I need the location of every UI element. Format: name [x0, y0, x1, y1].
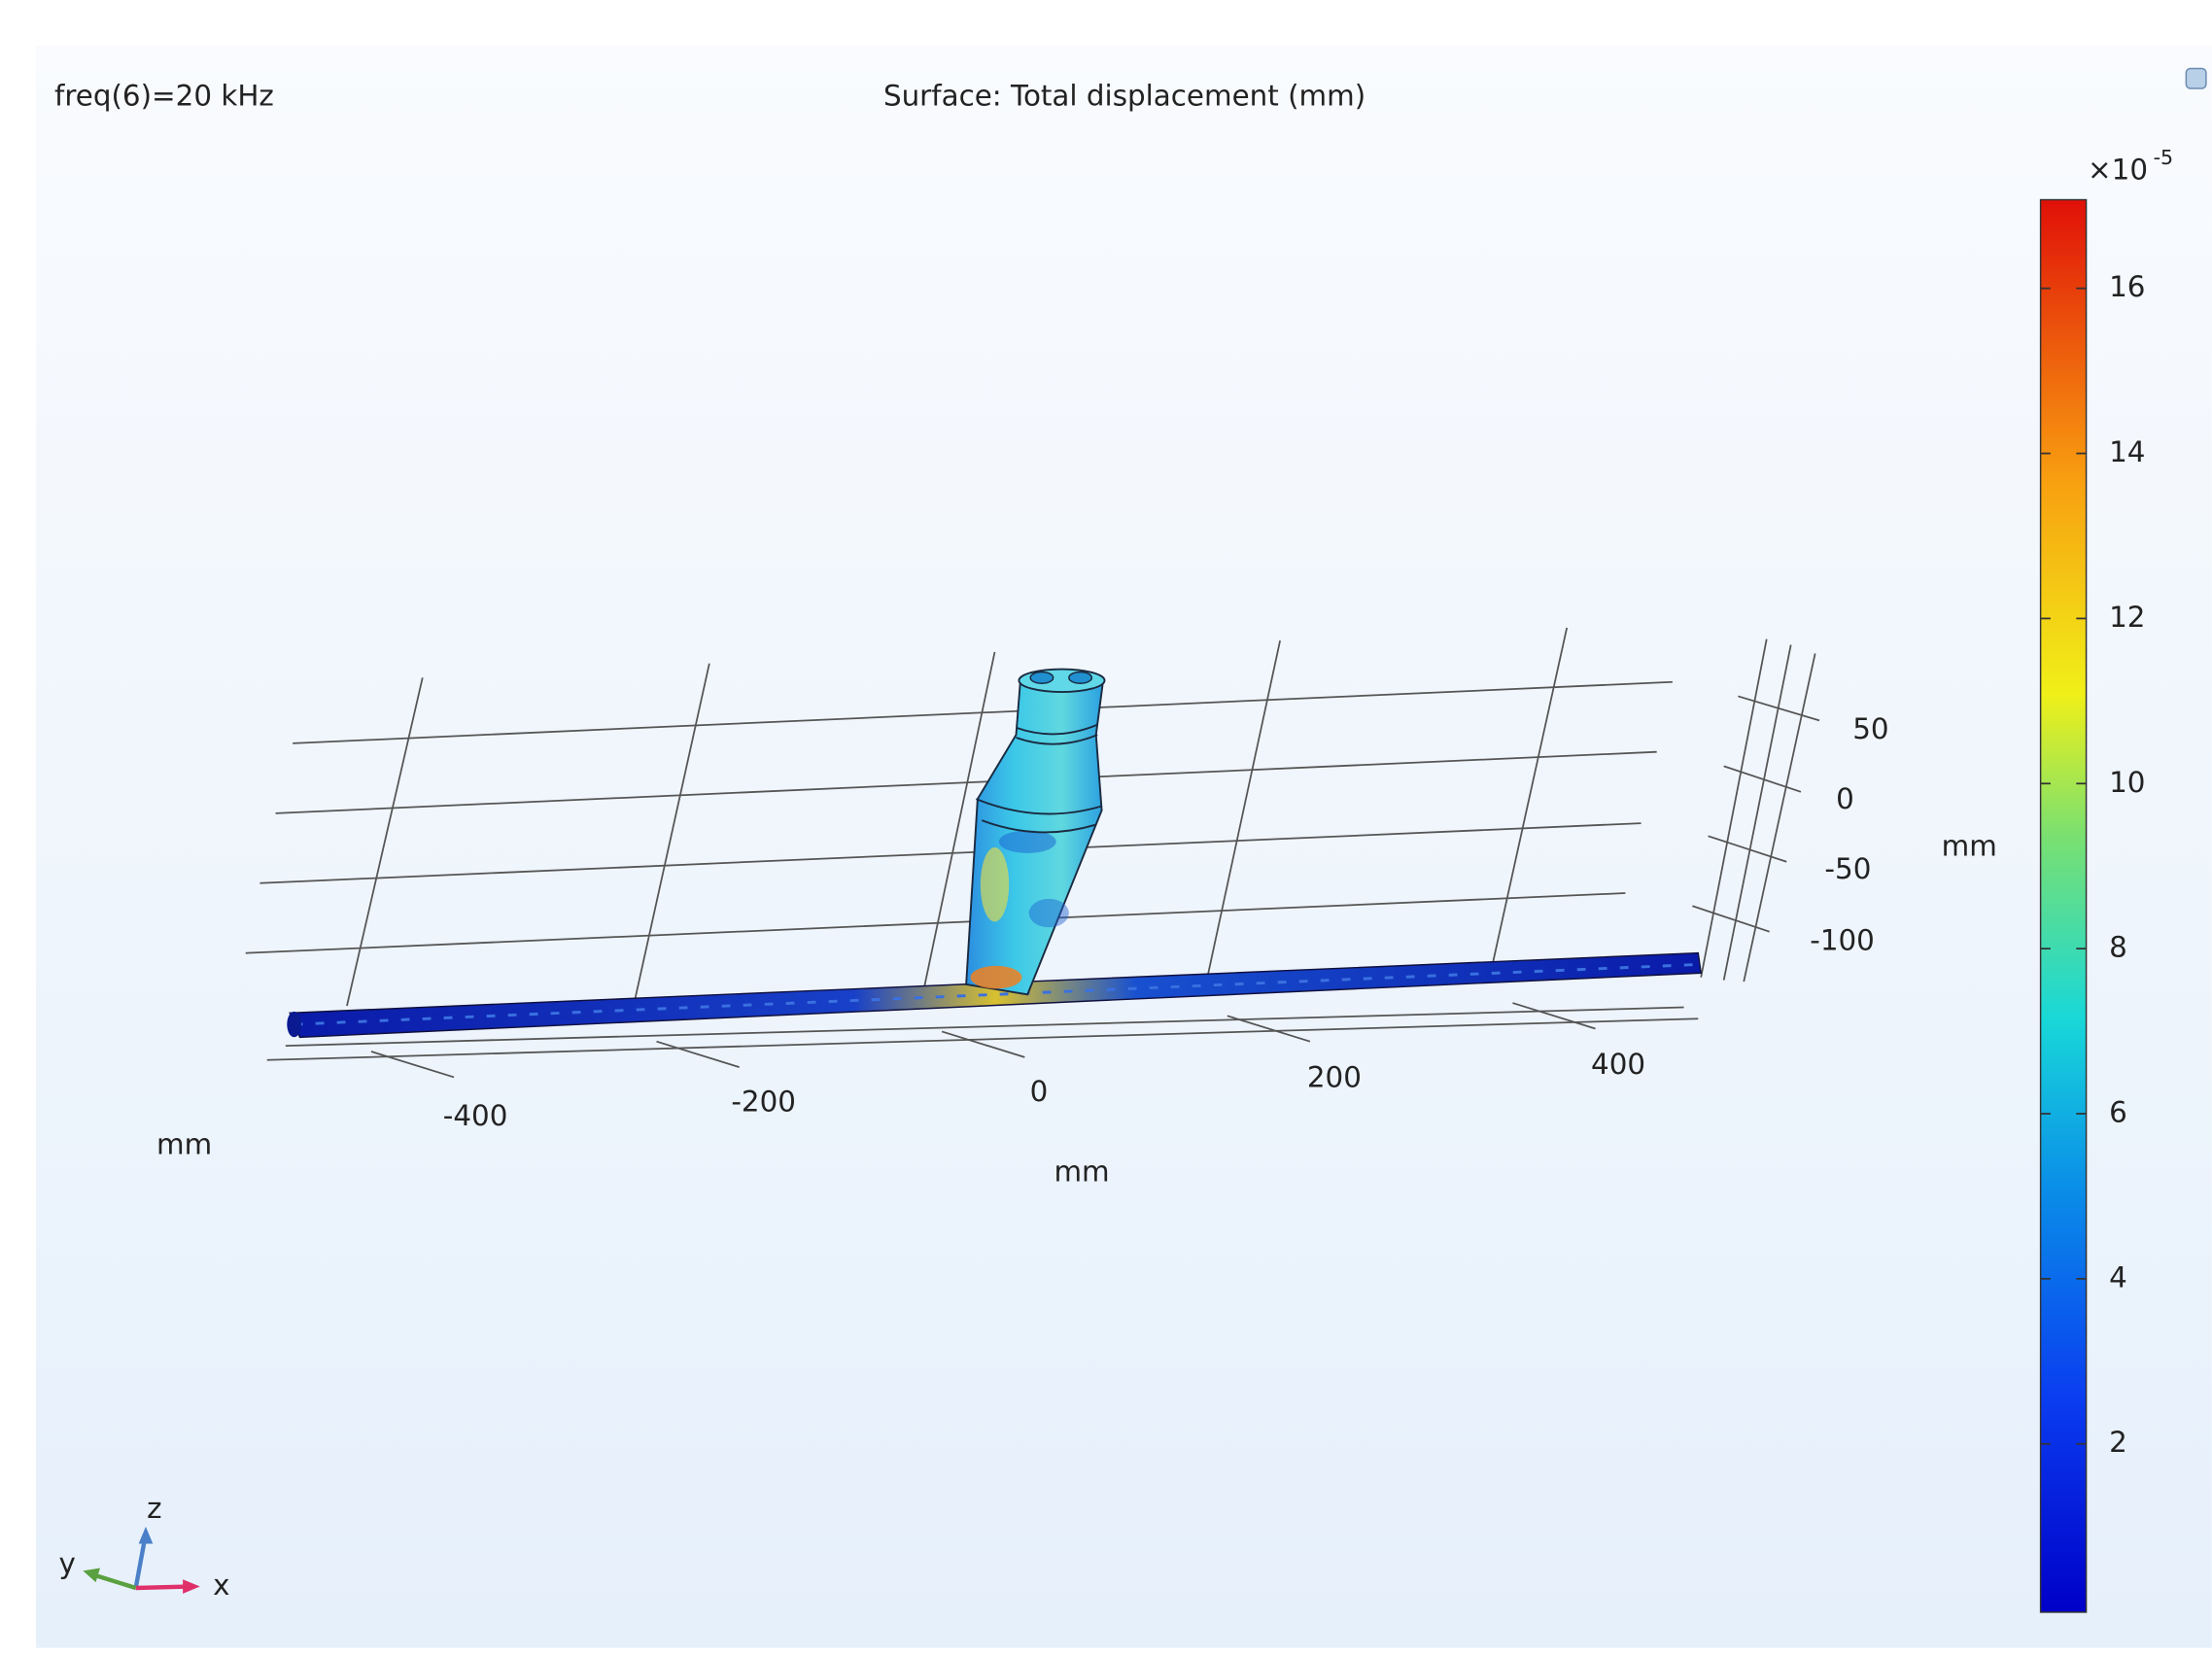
tick-mark — [1512, 1002, 1596, 1030]
tick-mark — [941, 1030, 1025, 1058]
axis-triad: z x y — [59, 1492, 230, 1602]
vessel-pattern — [980, 847, 1010, 922]
vessel-pattern — [998, 830, 1056, 853]
grid-line — [1700, 638, 1768, 978]
grid-line — [266, 1017, 1699, 1061]
grid-line — [275, 750, 1657, 814]
triad-x-head — [183, 1579, 200, 1594]
z-tick-label: 0 — [1836, 782, 1854, 815]
triad-y-head — [83, 1568, 100, 1583]
z-tick-label: 50 — [1852, 712, 1888, 745]
colorbar-scale — [2039, 198, 2088, 1613]
vessel-hole — [1068, 671, 1093, 684]
tick-mark — [1692, 905, 1770, 933]
tick-mark — [1227, 1015, 1311, 1043]
plot-title: Surface: Total displacement (mm) — [883, 79, 1365, 112]
grid — [245, 627, 1820, 1079]
grid-line — [1490, 627, 1569, 971]
grid-line — [245, 892, 1626, 954]
x-tick-label: 0 — [1030, 1075, 1049, 1108]
grid-line — [634, 663, 710, 999]
beam-end — [287, 1011, 301, 1038]
triad-x-label: x — [213, 1569, 229, 1602]
vessel-edges — [976, 723, 1102, 834]
colorbar-tick-label: 16 — [2109, 270, 2145, 303]
grid-line — [922, 651, 996, 992]
grid-line — [285, 1006, 1684, 1048]
colorbar-tick-label: 12 — [2109, 601, 2145, 634]
frequency-label: freq(6)=20 kHz — [54, 79, 274, 112]
tick-mark — [1723, 765, 1802, 793]
grid-line — [259, 822, 1642, 884]
x-axis-unit: mm — [1054, 1155, 1109, 1188]
tick-mark — [1738, 695, 1820, 722]
plot-background — [35, 45, 2212, 1648]
tick-mark — [656, 1040, 740, 1068]
triad-y-label: y — [59, 1547, 76, 1580]
x-tick-label: 400 — [1591, 1048, 1645, 1081]
triad-x — [135, 1584, 190, 1591]
colorbar-tick-label: 6 — [2109, 1096, 2127, 1129]
grid-line — [346, 677, 424, 1007]
colorbar-tick-label: 4 — [2109, 1260, 2127, 1293]
x-tick-label: -400 — [443, 1099, 508, 1132]
grid-line — [1722, 644, 1792, 981]
vessel-hotspot — [970, 965, 1022, 989]
tick-mark — [1708, 835, 1787, 863]
colorbar-tick-label: 14 — [2109, 435, 2145, 468]
tick-mark — [370, 1051, 455, 1079]
vessel-pattern — [1028, 898, 1069, 928]
toolbar-icon[interactable] — [2185, 67, 2207, 89]
triad-z-head — [138, 1526, 154, 1544]
colorbar-tick-label: 8 — [2109, 931, 2127, 964]
x-tick-label: 200 — [1307, 1060, 1362, 1093]
geometry — [287, 668, 1703, 1039]
triad-y — [93, 1572, 137, 1591]
grid-line — [1204, 639, 1281, 985]
colorbar-ticks: 2 4 6 8 10 12 14 16 — [2040, 270, 2145, 1459]
colorbar-tick-label: 2 — [2109, 1426, 2127, 1459]
vessel-hole — [1029, 671, 1054, 684]
z-tick-label: -100 — [1810, 923, 1875, 956]
z-tick-labels: 50 0 -50 -100 — [1810, 712, 1888, 956]
colorbar-exponent: -5 — [2154, 146, 2174, 169]
colorbar-tick-label: 10 — [2109, 766, 2145, 799]
colorbar: ×10 -5 2 4 6 8 10 12 14 16 — [2039, 146, 2174, 1613]
triad-z-label: z — [147, 1492, 161, 1525]
x-tick-label: -200 — [731, 1085, 796, 1118]
z-tick-label: -50 — [1824, 852, 1871, 885]
z-axis-unit: mm — [1942, 830, 1997, 863]
x-tick-labels: -400 -200 0 200 400 — [443, 1048, 1645, 1132]
y-axis-unit: mm — [156, 1127, 212, 1160]
colorbar-multiplier: ×10 — [2088, 154, 2148, 187]
